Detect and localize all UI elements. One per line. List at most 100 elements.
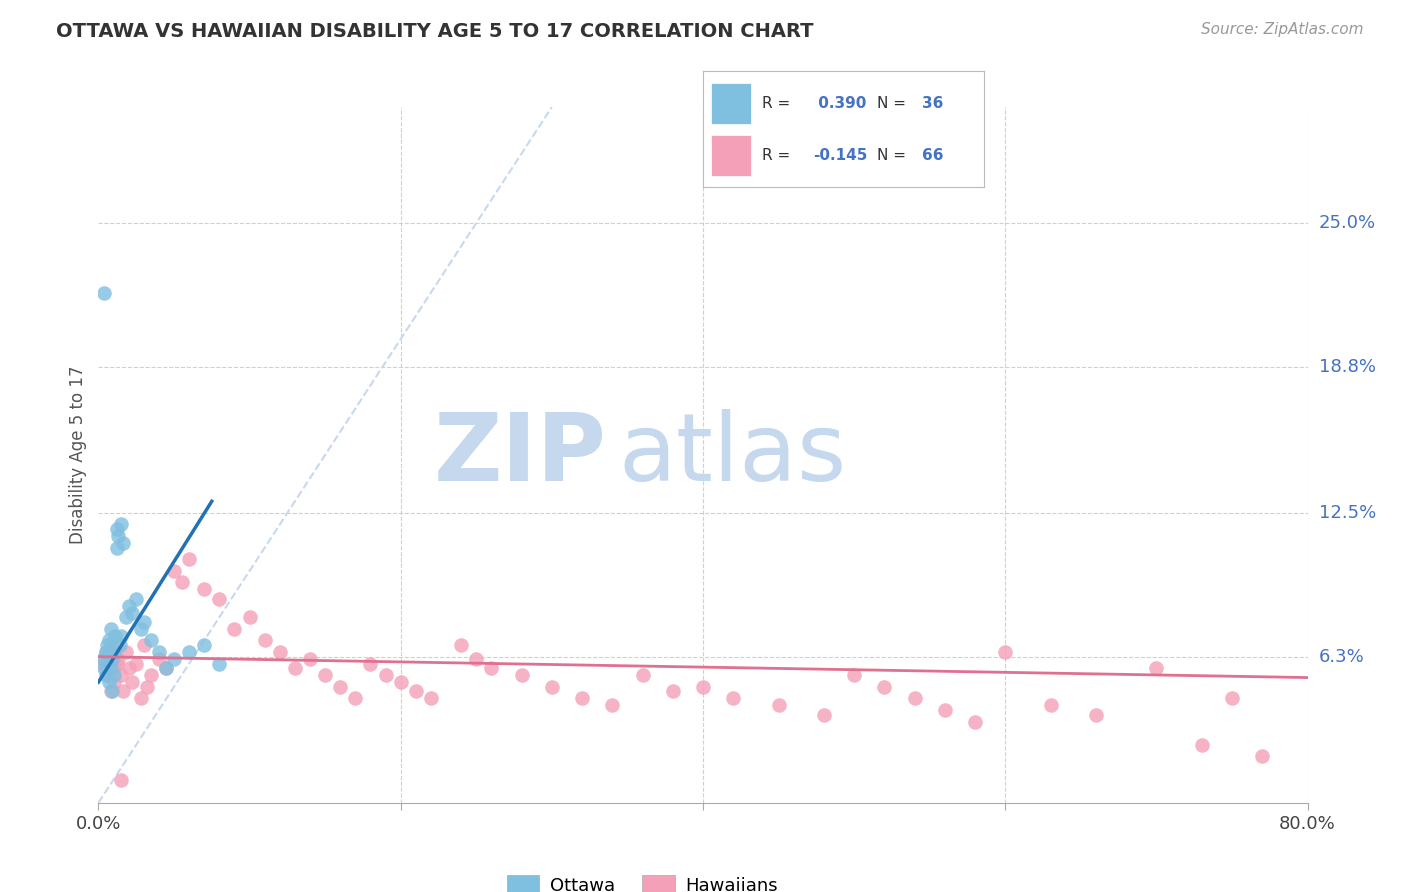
- Point: [224, 622, 246, 636]
- Text: 6.3%: 6.3%: [1319, 648, 1364, 665]
- Point: [121, 606, 143, 620]
- Point: [98, 675, 121, 690]
- Point: [100, 684, 122, 698]
- Point: [721, 691, 744, 706]
- Point: [91, 652, 114, 666]
- Point: [111, 684, 134, 698]
- Text: -0.145: -0.145: [813, 148, 868, 163]
- Text: OTTAWA VS HAWAIIAN DISABILITY AGE 5 TO 17 CORRELATION CHART: OTTAWA VS HAWAIIAN DISABILITY AGE 5 TO 1…: [56, 22, 814, 41]
- FancyBboxPatch shape: [711, 83, 751, 123]
- Point: [299, 652, 322, 666]
- Text: 12.5%: 12.5%: [1319, 504, 1376, 522]
- Point: [374, 668, 396, 682]
- Point: [105, 657, 128, 671]
- Point: [768, 698, 790, 713]
- Point: [344, 691, 367, 706]
- Text: ZIP: ZIP: [433, 409, 606, 501]
- Point: [269, 645, 291, 659]
- Point: [148, 652, 170, 666]
- Point: [101, 684, 124, 698]
- Point: [692, 680, 714, 694]
- Point: [314, 668, 336, 682]
- Point: [104, 629, 127, 643]
- Text: 18.8%: 18.8%: [1319, 358, 1375, 376]
- Text: atlas: atlas: [619, 409, 846, 501]
- Point: [129, 691, 152, 706]
- Point: [239, 610, 262, 624]
- Point: [170, 575, 193, 590]
- Point: [465, 652, 488, 666]
- Text: 0.390: 0.390: [813, 95, 866, 111]
- Point: [1220, 691, 1243, 706]
- Point: [163, 564, 186, 578]
- Point: [155, 661, 177, 675]
- Point: [1251, 749, 1274, 764]
- Point: [602, 698, 624, 713]
- Point: [510, 668, 533, 682]
- Point: [111, 536, 134, 550]
- Text: 66: 66: [922, 148, 943, 163]
- Point: [110, 629, 132, 643]
- Point: [631, 668, 654, 682]
- Point: [141, 668, 163, 682]
- Point: [904, 691, 927, 706]
- Legend: Ottawa, Hawaiians: Ottawa, Hawaiians: [499, 868, 786, 892]
- Point: [965, 714, 987, 729]
- Point: [129, 622, 152, 636]
- Point: [91, 657, 114, 671]
- Point: [177, 645, 201, 659]
- Point: [934, 703, 956, 717]
- Point: [360, 657, 382, 671]
- Text: R =: R =: [762, 148, 796, 163]
- Point: [193, 582, 215, 597]
- Point: [208, 591, 231, 606]
- Point: [93, 285, 115, 300]
- Point: [114, 645, 136, 659]
- Point: [1144, 661, 1167, 675]
- Point: [994, 645, 1017, 659]
- Point: [163, 652, 186, 666]
- Y-axis label: Disability Age 5 to 17: Disability Age 5 to 17: [69, 366, 87, 544]
- Text: R =: R =: [762, 95, 796, 111]
- Point: [103, 661, 125, 675]
- Point: [389, 675, 412, 690]
- Point: [148, 645, 170, 659]
- Text: N =: N =: [877, 95, 911, 111]
- Point: [813, 707, 835, 722]
- Point: [844, 668, 866, 682]
- Point: [419, 691, 441, 706]
- Point: [253, 633, 276, 648]
- Point: [110, 517, 132, 532]
- Text: Source: ZipAtlas.com: Source: ZipAtlas.com: [1201, 22, 1364, 37]
- Point: [110, 772, 132, 787]
- Point: [98, 633, 121, 648]
- Text: 36: 36: [922, 95, 943, 111]
- Point: [284, 661, 307, 675]
- Point: [193, 638, 215, 652]
- Point: [450, 638, 472, 652]
- Point: [105, 522, 128, 536]
- Point: [1191, 738, 1213, 752]
- Point: [96, 657, 118, 671]
- Point: [481, 661, 503, 675]
- Point: [571, 691, 593, 706]
- Point: [100, 661, 122, 675]
- FancyBboxPatch shape: [711, 135, 751, 176]
- Point: [132, 615, 155, 629]
- Point: [208, 657, 231, 671]
- Point: [177, 552, 201, 566]
- Point: [107, 652, 129, 666]
- Point: [125, 591, 148, 606]
- Point: [94, 645, 117, 659]
- Point: [96, 668, 118, 682]
- Point: [103, 675, 125, 690]
- Point: [873, 680, 896, 694]
- Text: 25.0%: 25.0%: [1319, 214, 1376, 232]
- Point: [103, 645, 125, 659]
- Point: [100, 622, 122, 636]
- Point: [94, 645, 117, 659]
- Point: [107, 529, 129, 543]
- Point: [108, 638, 131, 652]
- Point: [405, 684, 427, 698]
- Point: [540, 680, 562, 694]
